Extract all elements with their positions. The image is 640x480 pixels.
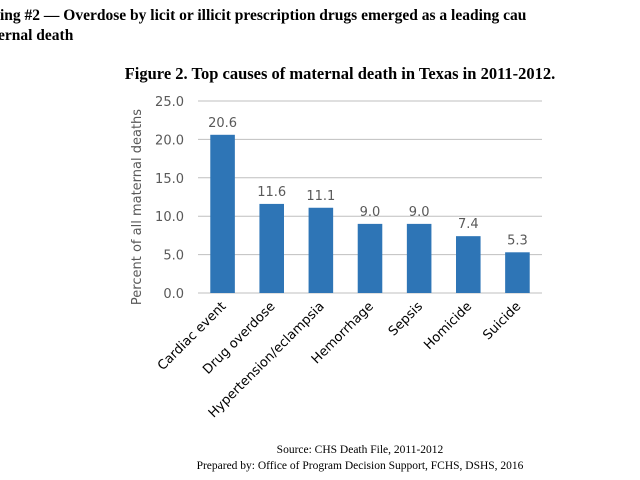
category-label: Sepsis xyxy=(386,299,426,339)
y-tick-label: 5.0 xyxy=(163,249,184,264)
bar xyxy=(308,207,334,293)
data-label: 7.4 xyxy=(458,217,479,232)
bar xyxy=(210,134,235,293)
bar xyxy=(406,223,432,293)
finding-line-1: ing #2 — Overdose by licit or illicit pr… xyxy=(0,7,527,24)
data-label: 5.3 xyxy=(507,233,528,248)
bar xyxy=(456,236,481,293)
y-tick-label: 25.0 xyxy=(155,95,184,110)
finding-line-2: ernal death xyxy=(0,27,74,44)
bar xyxy=(505,252,530,293)
bar xyxy=(259,203,284,293)
data-label: 9.0 xyxy=(360,205,381,220)
y-tick-label: 15.0 xyxy=(155,172,184,187)
finding-heading: ing #2 — Overdose by licit or illicit pr… xyxy=(0,6,640,46)
y-tick-label: 10.0 xyxy=(155,210,184,225)
y-axis-ticks: 0.0 5.0 10.0 15.0 20.0 25.0 xyxy=(155,95,184,302)
category-label: Suicide xyxy=(480,299,524,343)
figure-title: Figure 2. Top causes of maternal death i… xyxy=(124,64,556,83)
bar-chart: 0.0 5.0 10.0 15.0 20.0 25.0 20.6 11.6 11.1 9.0 9.… xyxy=(130,95,542,421)
category-label: Homicide xyxy=(421,299,475,353)
bars xyxy=(210,134,530,293)
bar xyxy=(357,223,383,293)
y-tick-label: 20.0 xyxy=(155,133,184,148)
data-label: 11.1 xyxy=(306,189,335,204)
data-labels: 20.6 11.6 11.1 9.0 9.0 7.4 5.3 xyxy=(208,116,528,249)
source-note: Source: CHS Death File, 2011-2012 xyxy=(276,444,444,456)
data-label: 9.0 xyxy=(409,205,430,220)
data-label: 20.6 xyxy=(208,116,237,131)
y-tick-label: 0.0 xyxy=(163,287,184,302)
data-label: 11.6 xyxy=(257,185,286,200)
prepared-by-note: Prepared by: Office of Program Decision … xyxy=(196,460,524,472)
y-axis-label: Percent of all maternal deaths xyxy=(130,109,145,305)
